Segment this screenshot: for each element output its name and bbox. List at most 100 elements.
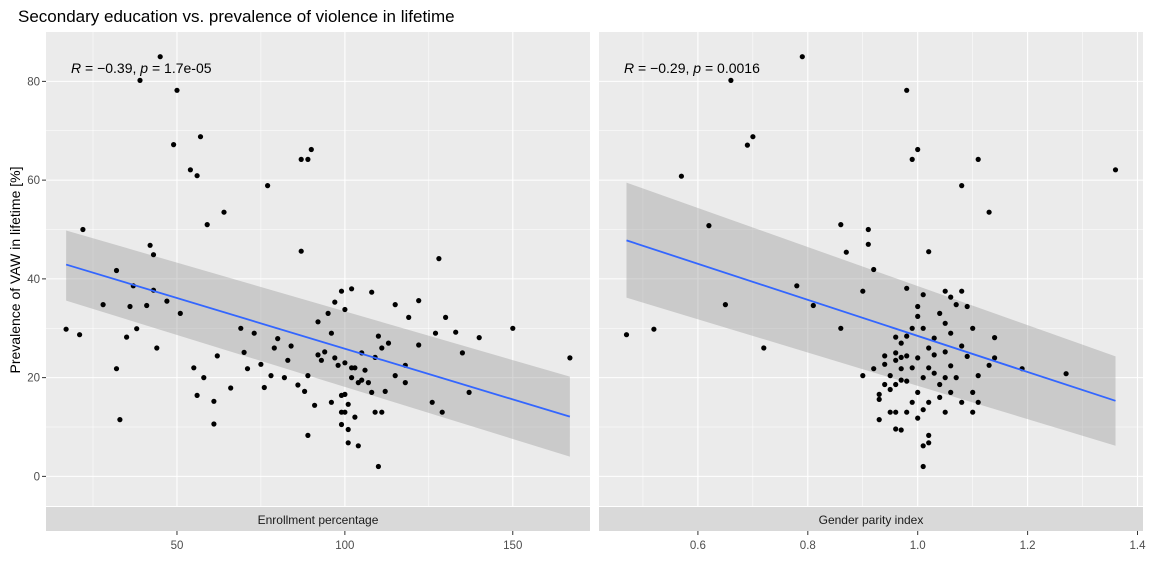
data-point <box>312 402 318 408</box>
data-point <box>369 289 375 295</box>
data-point <box>154 345 160 351</box>
data-point <box>204 222 210 228</box>
data-point <box>187 167 193 173</box>
data-point <box>728 77 734 83</box>
data-point <box>887 386 893 393</box>
data-point <box>964 303 970 310</box>
data-point <box>865 241 871 247</box>
data-point <box>750 134 756 140</box>
facet-strip-label: Enrollment percentage <box>258 513 379 527</box>
data-point <box>915 146 921 153</box>
data-point <box>937 394 943 400</box>
data-point <box>124 334 130 340</box>
regression-line <box>626 239 1116 402</box>
data-point <box>342 391 348 397</box>
data-point <box>931 370 937 376</box>
chart-title: Secondary education vs. prevalence of vi… <box>18 7 455 26</box>
data-point <box>261 384 267 391</box>
data-point <box>915 313 921 319</box>
data-point <box>623 332 630 338</box>
data-point <box>926 249 932 255</box>
data-point <box>904 87 910 93</box>
data-point <box>372 409 378 415</box>
data-point <box>382 388 388 394</box>
data-point <box>147 242 153 248</box>
data-point <box>920 443 926 449</box>
data-point <box>302 388 308 394</box>
facet-panels: R = −0.39, p = 1.7e-05 Enrollment percent… <box>27 32 1146 552</box>
confidence-ribbon <box>66 230 570 457</box>
data-point <box>144 302 150 309</box>
data-point <box>843 249 849 255</box>
data-point <box>893 381 899 388</box>
data-point <box>201 375 207 381</box>
data-point <box>362 367 368 373</box>
correlation-annotation: R = −0.39, p = 1.7e-05 <box>71 60 212 76</box>
data-point <box>510 325 516 331</box>
data-point <box>893 334 899 340</box>
data-point <box>937 381 943 388</box>
x-tick-label: 50 <box>171 540 184 552</box>
data-point <box>915 389 921 395</box>
data-point <box>898 427 904 433</box>
x-tick-label: 1.2 <box>1020 540 1036 552</box>
data-point <box>722 302 729 308</box>
data-point <box>325 310 331 316</box>
data-point <box>332 299 338 305</box>
data-point <box>904 378 910 384</box>
data-point <box>429 399 435 405</box>
data-point <box>794 283 800 289</box>
facet-strip <box>599 507 1143 531</box>
data-point <box>127 303 133 310</box>
data-point <box>871 366 877 372</box>
data-point <box>904 409 910 415</box>
data-point <box>191 365 197 371</box>
data-point <box>915 303 921 310</box>
data-point <box>920 325 926 331</box>
data-point <box>342 360 348 366</box>
data-point <box>893 357 899 363</box>
data-point <box>238 325 244 331</box>
data-point <box>926 365 932 371</box>
data-point <box>345 401 351 407</box>
data-point <box>909 365 915 371</box>
data-point <box>402 380 408 386</box>
data-point <box>322 349 328 355</box>
data-point <box>328 399 334 405</box>
data-point <box>113 366 120 372</box>
data-point <box>860 373 866 379</box>
y-axis-label: Prevalence of VAW in lifetime [%] <box>7 167 23 374</box>
data-point <box>909 325 915 331</box>
data-point <box>761 345 767 351</box>
data-point <box>308 146 314 153</box>
data-point <box>338 288 345 294</box>
data-point <box>926 432 932 438</box>
data-point <box>244 366 251 372</box>
data-point <box>948 363 954 369</box>
data-point <box>948 389 954 395</box>
data-point <box>948 294 954 300</box>
facet-strip <box>46 507 590 531</box>
data-point <box>898 366 904 372</box>
x-tick-label: 0.6 <box>690 540 706 552</box>
data-point <box>150 252 157 258</box>
data-point <box>251 330 257 336</box>
data-point <box>904 285 910 291</box>
data-point <box>77 332 83 338</box>
data-point <box>898 354 904 360</box>
data-point <box>345 426 351 433</box>
y-tick-label: 80 <box>27 76 40 88</box>
data-point <box>942 349 948 355</box>
data-point <box>298 156 304 162</box>
correlation-annotation: R = −0.29, p = 0.0016 <box>624 60 760 76</box>
data-point <box>298 248 304 254</box>
data-point <box>882 381 888 388</box>
facet-panel-1: R = −0.39, p = 1.7e-05 Enrollment percent… <box>27 32 590 552</box>
data-point <box>453 329 459 335</box>
data-point <box>882 353 888 359</box>
data-point <box>385 340 392 346</box>
data-point <box>926 440 932 446</box>
data-point <box>920 375 926 381</box>
data-point <box>443 314 449 320</box>
data-point <box>898 340 904 346</box>
